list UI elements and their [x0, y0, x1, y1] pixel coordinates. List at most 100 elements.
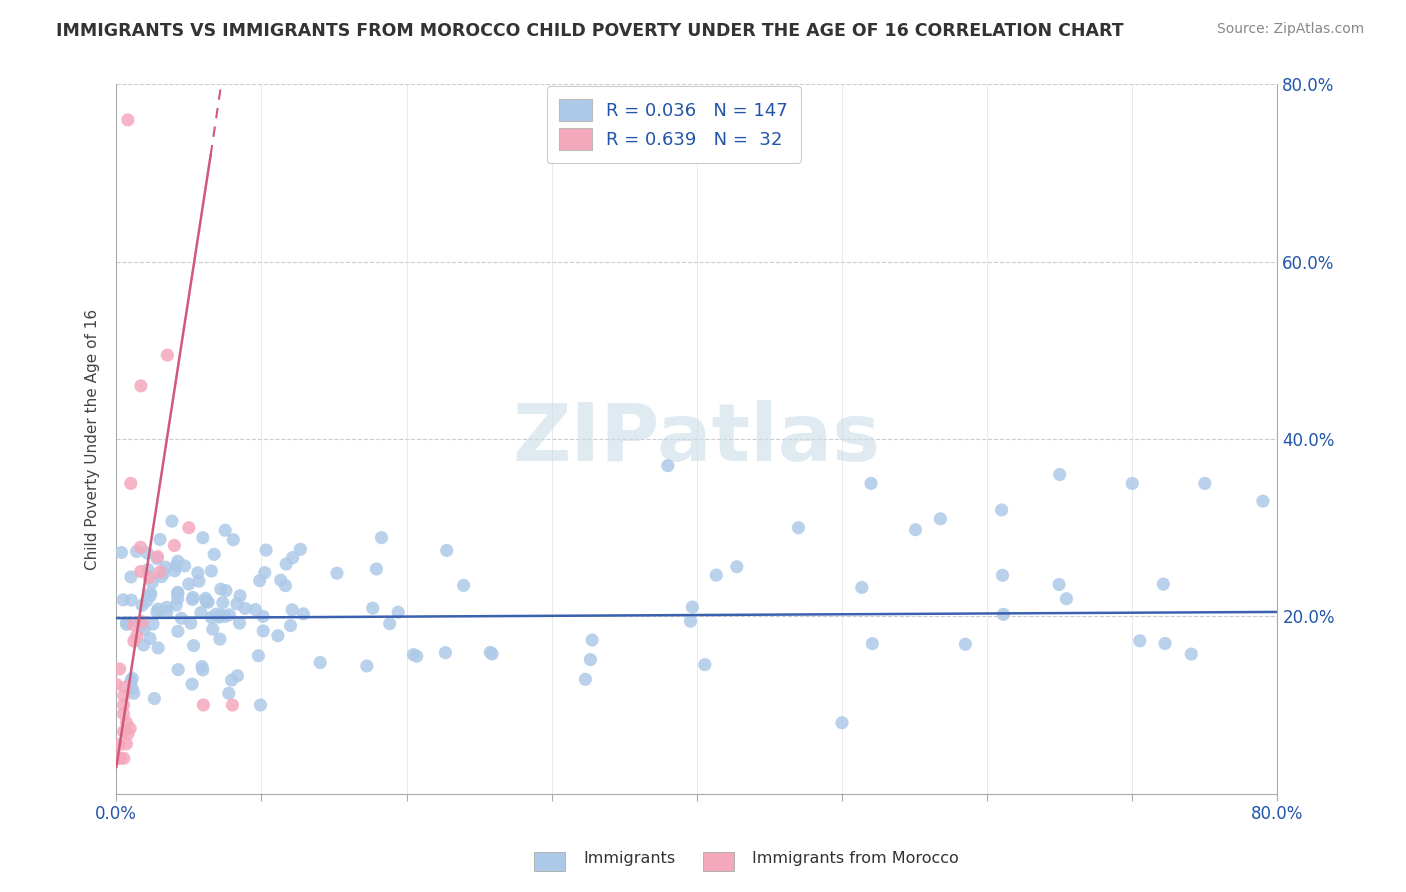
Point [218, 686, 240, 700]
Point [205, 607, 228, 622]
Point [202, 547, 225, 561]
Point [121, 671, 143, 685]
Point [163, 564, 186, 578]
Point [135, 594, 157, 608]
Point [479, 645, 502, 659]
Point [166, 585, 188, 599]
Point [112, 751, 135, 765]
Point [229, 589, 252, 603]
Point [405, 649, 427, 664]
Point [114, 681, 136, 695]
Point [129, 541, 152, 555]
Point [851, 581, 873, 595]
Point [860, 637, 883, 651]
Point [112, 593, 135, 607]
Point [155, 560, 177, 574]
Point [990, 503, 1012, 517]
Point [112, 724, 135, 739]
Point [225, 597, 247, 611]
Point [138, 570, 160, 584]
Point [208, 610, 231, 624]
Point [693, 657, 716, 672]
Point [125, 629, 148, 643]
Point [436, 543, 458, 558]
Point [280, 618, 302, 632]
Point [195, 594, 218, 608]
Point [209, 582, 232, 596]
Point [249, 574, 271, 588]
Point [221, 673, 243, 687]
Point [831, 715, 853, 730]
Point [222, 533, 245, 547]
Point [1152, 577, 1174, 591]
Point [181, 592, 204, 607]
Point [120, 476, 142, 491]
Point [134, 622, 156, 636]
Point [193, 698, 215, 712]
Point [173, 558, 195, 573]
Point [108, 738, 131, 752]
Point [218, 607, 240, 622]
Point [481, 647, 503, 661]
Point [139, 589, 162, 603]
Point [208, 632, 231, 647]
Point [136, 546, 159, 560]
Point [1251, 494, 1274, 508]
Point [131, 615, 153, 629]
Point [253, 566, 276, 580]
Point [194, 591, 217, 606]
Point [112, 698, 135, 712]
Point [115, 737, 138, 751]
Point [200, 610, 222, 624]
Point [1049, 467, 1071, 482]
Point [378, 616, 401, 631]
Point [233, 601, 256, 615]
Point [125, 544, 148, 558]
Point [249, 698, 271, 712]
Point [274, 579, 297, 593]
Point [120, 673, 142, 688]
Point [201, 622, 224, 636]
Point [156, 348, 179, 362]
Point [120, 593, 142, 607]
Point [146, 640, 169, 655]
Text: Source: ZipAtlas.com: Source: ZipAtlas.com [1216, 22, 1364, 37]
Point [281, 550, 304, 565]
Point [679, 614, 702, 628]
Point [574, 673, 596, 687]
Point [108, 751, 131, 765]
Point [167, 663, 190, 677]
Point [136, 563, 159, 577]
Point [156, 600, 179, 615]
Point [1047, 577, 1070, 591]
Text: Immigrants from Morocco: Immigrants from Morocco [752, 851, 959, 865]
Point [197, 595, 219, 609]
Point [226, 669, 249, 683]
Text: Immigrants: Immigrants [583, 851, 676, 865]
Point [112, 689, 135, 703]
Point [122, 634, 145, 648]
Point [170, 611, 193, 625]
Point [146, 602, 169, 616]
Point [160, 514, 183, 528]
Point [581, 633, 603, 648]
Point [221, 698, 243, 712]
Point [153, 566, 176, 580]
Point [254, 543, 277, 558]
Point [166, 591, 188, 606]
Point [142, 617, 165, 632]
Point [167, 624, 190, 639]
Point [143, 691, 166, 706]
Point [434, 646, 457, 660]
Point [402, 648, 425, 662]
Point [117, 726, 139, 740]
Point [110, 545, 132, 559]
Point [209, 608, 232, 623]
Point [146, 549, 169, 564]
Point [252, 609, 274, 624]
Point [132, 638, 155, 652]
Point [1129, 633, 1152, 648]
Legend: R = 0.036   N = 147, R = 0.639   N =  32: R = 0.036 N = 147, R = 0.639 N = 32 [547, 87, 800, 163]
Point [361, 601, 384, 615]
Point [115, 615, 138, 630]
